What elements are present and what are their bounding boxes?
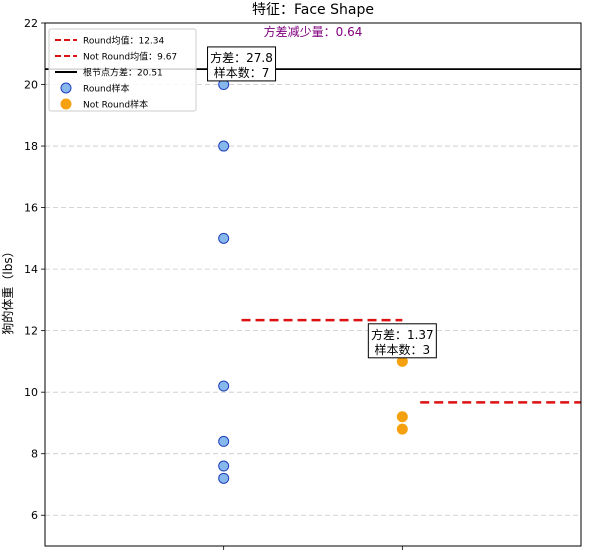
legend-label: 根节点方差：20.51 [83, 67, 163, 79]
data-point [218, 380, 230, 392]
data-point [218, 472, 230, 484]
mean-lines [45, 68, 581, 404]
legend-label: Round均值：12.34 [83, 35, 165, 47]
axes: 6 8 10 12 14 16 18 20 22 [24, 17, 582, 550]
legend-marker-swatch [60, 82, 72, 94]
y-tick-label: 20 [24, 79, 38, 92]
chart-title: 特征：Face Shape [252, 2, 374, 18]
plot-frame [44, 22, 582, 547]
data-point [396, 411, 408, 423]
data-point [218, 435, 230, 447]
y-tick-label: 16 [24, 202, 38, 215]
data-point [396, 423, 408, 435]
y-tick-label: 14 [24, 263, 38, 276]
chart-subtitle: 方差减少量：0.64 [264, 24, 363, 39]
annotation-frame [207, 46, 277, 82]
annotation-text: 方差：1.37 [371, 327, 434, 342]
legend-marker-swatch [60, 98, 72, 110]
legend-label: Not Round样本 [83, 99, 148, 111]
y-tick-label: 18 [24, 140, 38, 153]
data-points [218, 79, 408, 484]
legend: Round均值：12.34 Not Round均值：9.67 根节点方差：20.51… [48, 28, 197, 112]
legend-frame [48, 28, 197, 112]
annotation-text: 方差：27.8 [210, 50, 273, 65]
y-tick-label: 22 [24, 17, 38, 30]
legend-label: Not Round均值：9.67 [83, 51, 177, 63]
y-tick-label: 10 [24, 386, 38, 399]
y-tick-label: 12 [24, 325, 38, 338]
y-tick-label: 8 [31, 448, 38, 461]
annotation-text: 样本数：3 [375, 342, 431, 357]
annotation-text: 样本数：7 [214, 65, 270, 80]
data-point [218, 460, 230, 472]
annotation-frame [367, 323, 437, 359]
legend-label: Round样本 [83, 83, 129, 95]
y-tick-label: 6 [31, 509, 38, 522]
data-point [218, 232, 230, 244]
data-point [218, 140, 230, 152]
y-axis-label: 狗的体重（lbs） [0, 245, 15, 334]
